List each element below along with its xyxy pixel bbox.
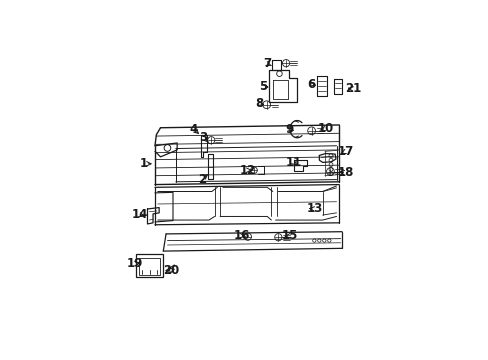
- Text: 17: 17: [337, 145, 354, 158]
- Text: 11: 11: [285, 156, 301, 169]
- Text: 6: 6: [307, 78, 315, 91]
- Bar: [136, 255, 163, 277]
- Text: 10: 10: [317, 122, 333, 135]
- Text: 20: 20: [163, 264, 180, 277]
- Text: 21: 21: [345, 82, 361, 95]
- Text: 1: 1: [140, 157, 148, 170]
- Text: 19: 19: [126, 257, 142, 270]
- Text: 14: 14: [131, 208, 147, 221]
- Text: 8: 8: [255, 97, 263, 110]
- Text: 7: 7: [263, 58, 271, 71]
- Text: 18: 18: [337, 166, 354, 179]
- Text: 5: 5: [259, 81, 266, 94]
- Text: 2: 2: [198, 172, 206, 185]
- Text: 9: 9: [285, 123, 293, 136]
- Text: 15: 15: [281, 229, 297, 242]
- Text: 13: 13: [305, 202, 322, 216]
- Text: 4: 4: [189, 123, 198, 136]
- Bar: [139, 258, 160, 275]
- Text: 12: 12: [239, 164, 255, 177]
- Text: 16: 16: [233, 229, 249, 242]
- Text: 3: 3: [199, 131, 207, 144]
